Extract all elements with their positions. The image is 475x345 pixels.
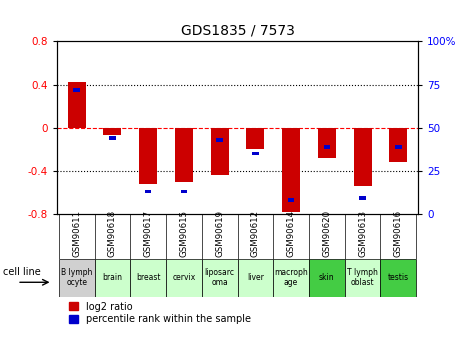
Text: GSM90613: GSM90613 <box>358 209 367 257</box>
Text: cervix: cervix <box>172 273 196 282</box>
FancyBboxPatch shape <box>59 259 95 297</box>
Bar <box>323 145 330 148</box>
Title: GDS1835 / 7573: GDS1835 / 7573 <box>180 23 294 38</box>
Text: breast: breast <box>136 273 161 282</box>
Text: testis: testis <box>388 273 409 282</box>
FancyBboxPatch shape <box>309 259 345 297</box>
FancyBboxPatch shape <box>130 259 166 297</box>
Text: GSM90615: GSM90615 <box>180 209 189 257</box>
FancyBboxPatch shape <box>238 259 273 297</box>
Text: liposarc
oma: liposarc oma <box>205 268 235 287</box>
Bar <box>282 128 300 212</box>
Bar <box>288 198 294 202</box>
Text: GSM90612: GSM90612 <box>251 209 260 257</box>
Bar <box>74 88 80 91</box>
Bar <box>175 128 193 181</box>
FancyBboxPatch shape <box>202 259 238 297</box>
FancyBboxPatch shape <box>345 259 380 297</box>
Bar <box>252 152 258 155</box>
Text: B lymph
ocyte: B lymph ocyte <box>61 268 92 287</box>
Text: GSM90611: GSM90611 <box>72 209 81 257</box>
Bar <box>354 128 371 186</box>
Text: GSM90616: GSM90616 <box>394 209 403 257</box>
FancyBboxPatch shape <box>380 259 416 297</box>
Text: cell line: cell line <box>3 267 40 277</box>
Text: GSM90617: GSM90617 <box>143 209 152 257</box>
Text: brain: brain <box>103 273 123 282</box>
Text: GSM90614: GSM90614 <box>286 209 295 257</box>
Bar <box>211 128 228 175</box>
Text: GSM90619: GSM90619 <box>215 209 224 257</box>
Bar <box>318 128 336 158</box>
Text: T lymph
oblast: T lymph oblast <box>347 268 378 287</box>
Text: skin: skin <box>319 273 335 282</box>
Bar <box>109 136 115 140</box>
Text: macroph
age: macroph age <box>274 268 308 287</box>
FancyBboxPatch shape <box>95 259 130 297</box>
Legend: log2 ratio, percentile rank within the sample: log2 ratio, percentile rank within the s… <box>69 302 251 325</box>
Bar <box>247 128 264 149</box>
FancyBboxPatch shape <box>166 259 202 297</box>
Text: liver: liver <box>247 273 264 282</box>
Bar <box>395 145 401 148</box>
Bar <box>180 190 187 193</box>
Bar <box>145 190 152 193</box>
Bar <box>104 128 121 135</box>
Bar <box>139 128 157 184</box>
Text: GSM90620: GSM90620 <box>323 209 332 257</box>
Bar <box>68 82 86 128</box>
Bar <box>360 197 366 200</box>
Bar <box>217 138 223 141</box>
Bar <box>390 128 407 162</box>
FancyBboxPatch shape <box>273 259 309 297</box>
Text: GSM90618: GSM90618 <box>108 209 117 257</box>
